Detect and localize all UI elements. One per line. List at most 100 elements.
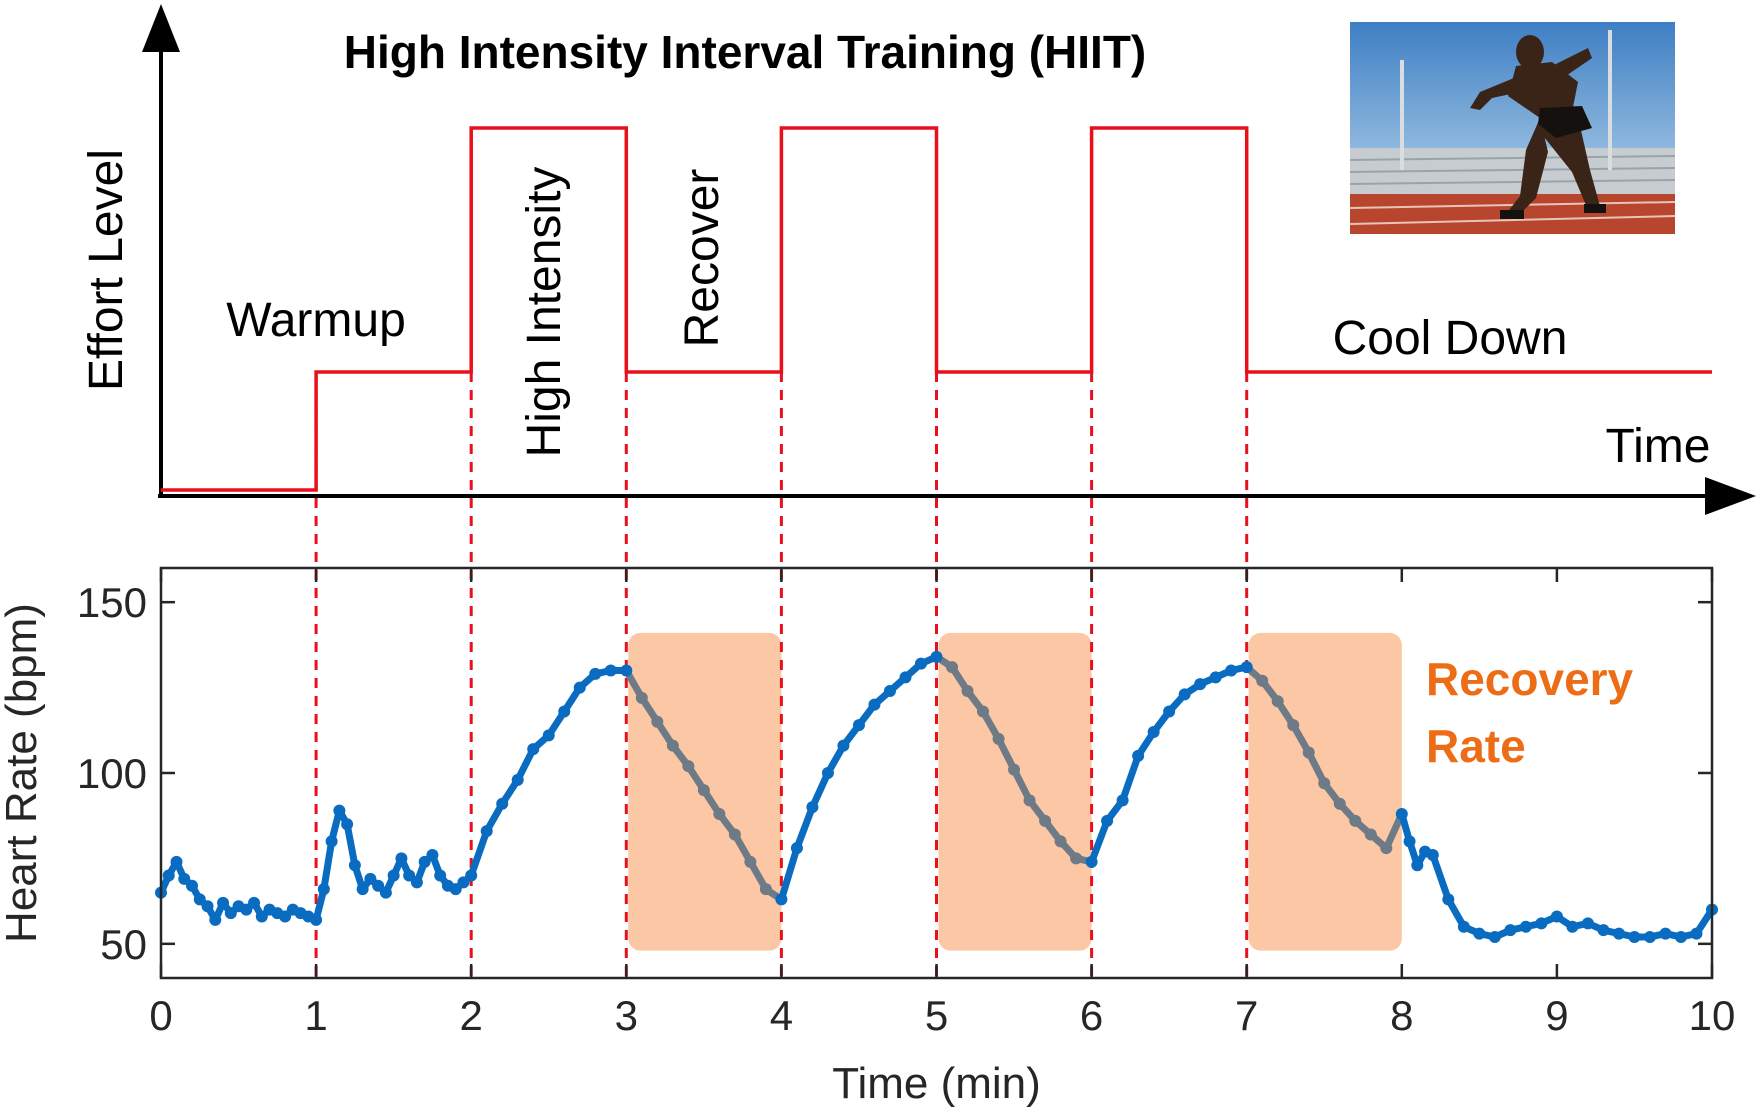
heart-rate-point	[255, 910, 268, 923]
heart-rate-point	[1132, 749, 1145, 762]
heart-rate-point	[868, 698, 881, 711]
heart-rate-point	[1163, 705, 1176, 718]
heart-rate-point	[217, 896, 230, 909]
phase-label-cool-down: Cool Down	[1333, 312, 1568, 365]
heart-rate-point	[821, 767, 834, 779]
heart-rate-point	[1070, 852, 1083, 865]
recovery-rate-annotation-line2: Rate	[1426, 720, 1526, 772]
heart-rate-point	[240, 903, 253, 916]
heart-rate-point	[1116, 794, 1129, 807]
phase-label-warmup: Warmup	[226, 294, 406, 347]
heart-rate-segment	[343, 820, 359, 869]
heart-rate-point	[527, 743, 540, 756]
heart-rate-point	[186, 879, 199, 892]
heart-rate-point	[1504, 924, 1517, 937]
heart-rate-point	[1395, 808, 1408, 820]
heart-rate-point	[759, 883, 772, 896]
heart-rate-point	[558, 705, 571, 718]
heart-rate-segment	[467, 827, 491, 879]
heart-rate-point	[1380, 842, 1393, 855]
heart-rate-segment	[1119, 752, 1142, 804]
heart-rate-point	[279, 910, 292, 923]
heart-rate-point	[1690, 927, 1703, 940]
heart-rate-point	[317, 883, 330, 896]
heart-rate-point	[1349, 814, 1362, 827]
heart-rate-point	[1178, 688, 1191, 701]
heart-rate-point	[1101, 814, 1114, 827]
heart-rate-point	[333, 804, 346, 817]
heart-rate-point	[604, 664, 617, 677]
y-tick-label: 100	[77, 750, 147, 797]
heart-rate-segment	[1088, 817, 1111, 866]
x-tick-label: 7	[1235, 992, 1258, 1039]
heart-rate-point	[511, 773, 524, 786]
heart-rate-point	[1085, 855, 1098, 868]
heart-rate-point	[465, 869, 478, 882]
heart-rate-segment	[1429, 851, 1452, 903]
heart-rate-point	[790, 842, 803, 855]
time-axis-arrowhead	[1705, 477, 1756, 515]
heart-rate-point	[178, 872, 191, 885]
heart-rate-point	[372, 879, 385, 892]
x-axis-label: Time (min)	[832, 1059, 1041, 1108]
recovery-windows	[628, 632, 1402, 951]
heart-rate-point	[977, 705, 990, 718]
heart-rate-point	[1364, 828, 1377, 841]
heart-rate-point	[325, 835, 338, 848]
heart-rate-point	[1302, 746, 1315, 759]
heart-rate-point	[930, 650, 943, 663]
heart-rate-point	[310, 913, 323, 926]
heart-rate-point	[1426, 849, 1439, 861]
heart-rate-point	[348, 859, 361, 872]
x-tick-label: 6	[1080, 992, 1103, 1039]
y-axis-ticks: 50 100 150	[77, 579, 1712, 968]
heart-rate-point	[1473, 927, 1486, 940]
heart-rate-point	[496, 797, 509, 810]
heart-rate-point	[744, 855, 757, 868]
recovery-rate-annotation-line1: Recovery	[1426, 653, 1634, 705]
time-axis-label: Time	[1606, 420, 1711, 473]
heart-rate-point	[1674, 931, 1687, 943]
heart-rate-point	[713, 808, 726, 820]
heart-rate-point	[1628, 931, 1641, 943]
heart-rate-point	[1209, 671, 1222, 684]
heart-rate-point	[457, 876, 470, 889]
phase-label-high-intensity: High Intensity	[518, 167, 571, 458]
heart-rate-point	[480, 825, 493, 838]
heart-rate-point	[434, 869, 447, 882]
heart-rate-point	[1550, 910, 1563, 923]
x-tick-label: 8	[1390, 992, 1413, 1039]
heart-rate-point	[1411, 859, 1424, 872]
heart-rate-point	[1597, 924, 1610, 937]
x-tick-label: 5	[925, 992, 948, 1039]
heart-rate-point	[387, 869, 400, 882]
heart-rate-point	[1535, 917, 1548, 930]
heart-rate-point	[162, 869, 175, 882]
heart-rate-point	[1039, 814, 1052, 827]
heart-rate-point	[1442, 893, 1455, 906]
effort-axis-arrowhead	[142, 4, 180, 52]
heart-rate-point	[1333, 797, 1346, 810]
heart-rate-point	[852, 719, 865, 732]
heart-rate-point	[1457, 920, 1470, 933]
heart-rate-point	[364, 872, 377, 885]
heart-rate-point	[914, 657, 927, 670]
heart-rate-point	[224, 907, 237, 920]
heart-rate-point	[775, 893, 788, 906]
heart-rate-point	[193, 893, 206, 906]
heart-rate-point	[728, 828, 741, 841]
heart-rate-point	[395, 852, 408, 865]
heart-rate-point	[426, 849, 439, 861]
heart-rate-point	[1240, 661, 1253, 674]
heart-rate-segment	[808, 769, 832, 811]
heart-rate-point	[341, 818, 354, 831]
heart-rate-point	[379, 886, 392, 899]
heart-rate-point	[1318, 777, 1331, 790]
heart-rate-segment	[793, 803, 816, 852]
heart-rate-point	[961, 685, 974, 697]
x-tick-label: 9	[1545, 992, 1568, 1039]
heart-rate-point	[1054, 835, 1067, 848]
x-tick-label: 4	[770, 992, 793, 1039]
x-axis-ticks: 0 1 2 3 4 5 6 7 8 9 10	[149, 568, 1735, 1039]
heart-rate-point	[170, 855, 183, 868]
